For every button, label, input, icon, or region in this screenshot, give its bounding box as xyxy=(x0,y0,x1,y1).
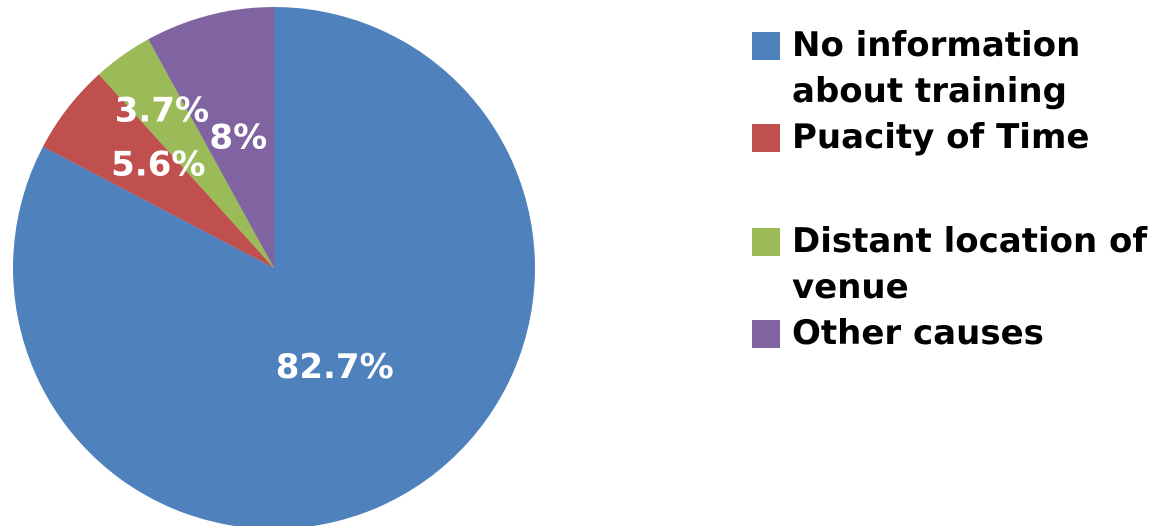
pie-data-labels: 82.7% 5.6% 3.7%8% xyxy=(111,91,394,387)
legend-item-no-information: No information about training xyxy=(748,22,1167,114)
legend-swatch xyxy=(752,32,780,60)
legend-swatch xyxy=(752,320,780,348)
legend-label: No information about training xyxy=(792,25,1081,111)
legend-item-puacity-of-time: Puacity of Time xyxy=(748,114,1167,218)
data-label-distant-location: 3.7% xyxy=(115,91,209,131)
legend-label: Puacity of Time xyxy=(792,117,1090,157)
pie-slice-distant-location xyxy=(98,39,274,268)
legend-label: Distant location of venue xyxy=(792,221,1148,307)
pie-slice-other-causes xyxy=(148,7,274,268)
pie-slice-no-information xyxy=(13,7,535,526)
data-label-no-information: 82.7% xyxy=(276,347,394,387)
data-label-other-causes: 8% xyxy=(209,118,267,158)
pie-chart-plot: 82.7% 5.6% 3.7%8% xyxy=(13,7,535,526)
legend-item-other-causes: Other causes xyxy=(748,310,1167,356)
legend-swatch xyxy=(752,228,780,256)
pie-slice-puacity-of-time xyxy=(42,74,275,268)
chart-legend: No information about training Puacity of… xyxy=(748,22,1167,356)
legend-label: Other causes xyxy=(792,313,1044,353)
legend-item-distant-location: Distant location of venue xyxy=(748,218,1167,310)
pie-slices xyxy=(13,7,535,526)
legend-swatch xyxy=(752,124,780,152)
data-label-puacity-of-time: 5.6% xyxy=(111,145,205,185)
